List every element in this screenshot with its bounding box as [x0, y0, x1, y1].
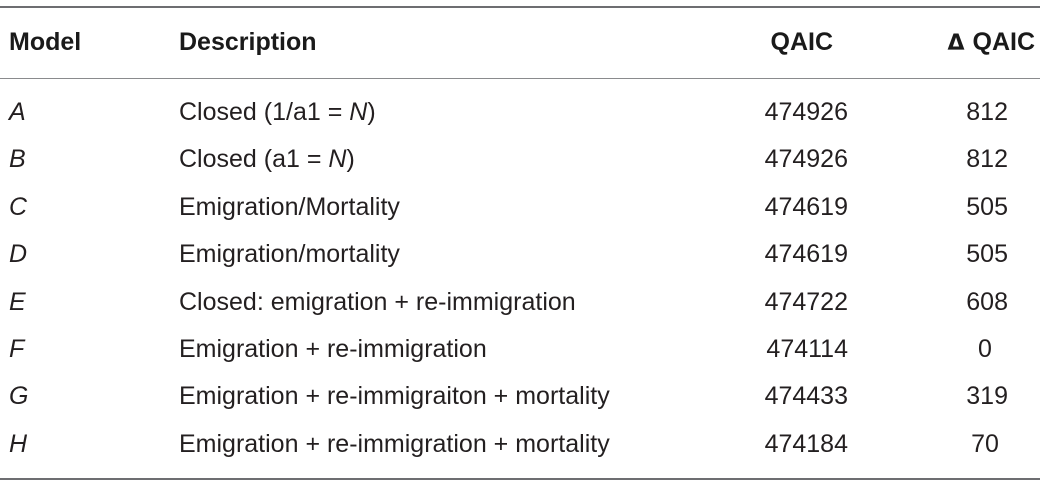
table-row: G Emigration + re-immigraiton + mortality…	[0, 373, 1040, 420]
header-delta-label: QAIC	[972, 28, 1036, 56]
model-letter: A	[9, 98, 26, 126]
header-delta-qaic: Δ QAIC	[880, 18, 1035, 68]
delta-qaic-value: 812	[966, 145, 1008, 174]
qaic-value: 474619	[764, 240, 848, 269]
model-letter: H	[9, 429, 28, 458]
model-description: Closed (a1 = N)	[179, 136, 355, 183]
table-header-row: Model Description QAIC Δ QAIC	[0, 18, 1040, 66]
model-letter: E	[9, 287, 26, 316]
qaic-value: 474184	[764, 429, 848, 458]
description-text: Emigration/Mortality	[179, 192, 400, 221]
delta-qaic-value: 0	[978, 335, 992, 363]
qaic-value: 474433	[764, 382, 848, 411]
description-text: Emigration + re-immigration + mortality	[179, 429, 610, 458]
table-bottom-rule	[0, 478, 1040, 480]
model-description: Closed (1/a1 = N)	[179, 89, 376, 136]
description-text: Emigration + re-immigraiton + mortality	[179, 382, 610, 411]
qaic-value: 474722	[764, 287, 848, 316]
table-row: C Emigration/Mortality 474619 505	[0, 184, 1040, 231]
qaic-value: 474114	[766, 335, 848, 363]
table-row: D Emigration/mortality 474619 505	[0, 231, 1040, 278]
model-letter: C	[9, 192, 28, 221]
model-description: Closed: emigration + re-immigration	[179, 279, 576, 326]
table-row: B Closed (a1 = N) 474926 812	[0, 136, 1040, 183]
delta-qaic-value: 70	[971, 429, 999, 458]
qaic-value: 474926	[764, 98, 848, 126]
model-description: Emigration + re-immigraiton + mortality	[179, 373, 610, 420]
table-row: H Emigration + re-immigration + mortality…	[0, 421, 1040, 468]
delta-qaic-value: 319	[966, 382, 1008, 411]
description-text: Emigration/mortality	[179, 240, 400, 269]
table-header-rule	[0, 78, 1040, 79]
description-text: Closed (1/a1 =	[179, 98, 350, 126]
model-description: Emigration/Mortality	[179, 184, 400, 231]
delta-qaic-value: 812	[966, 98, 1008, 126]
header-model: Model	[9, 28, 82, 56]
delta-qaic-value: 505	[966, 192, 1008, 221]
model-letter: B	[9, 145, 26, 174]
header-qaic: QAIC	[770, 28, 834, 56]
model-description: Emigration + re-immigration	[179, 326, 487, 373]
description-n-symbol: N	[349, 98, 368, 126]
model-letter: F	[9, 335, 25, 363]
model-letter: D	[9, 240, 28, 269]
model-description: Emigration/mortality	[179, 231, 400, 278]
delta-qaic-value: 505	[966, 240, 1008, 269]
description-text-end: )	[346, 145, 355, 174]
model-letter: G	[9, 382, 29, 411]
qaic-value: 474619	[764, 192, 848, 221]
description-text-end: )	[367, 98, 376, 126]
model-description: Emigration + re-immigration + mortality	[179, 421, 610, 468]
description-text: Emigration + re-immigration	[179, 335, 487, 363]
table-row: A Closed (1/a1 = N) 474926 812	[0, 89, 1040, 136]
table-row: E Closed: emigration + re-immigration 4747…	[0, 279, 1040, 326]
description-n-symbol: N	[328, 145, 347, 174]
delta-qaic-value: 608	[966, 287, 1008, 316]
table-top-rule	[0, 6, 1040, 8]
description-text: Closed (a1 =	[179, 145, 329, 174]
description-text: Closed: emigration + re-immigration	[179, 287, 576, 316]
delta-symbol: Δ	[947, 31, 965, 56]
table-row: F Emigration + re-immigration 474114 0	[0, 326, 1040, 373]
qaic-value: 474926	[764, 145, 848, 174]
header-description: Description	[179, 28, 317, 56]
